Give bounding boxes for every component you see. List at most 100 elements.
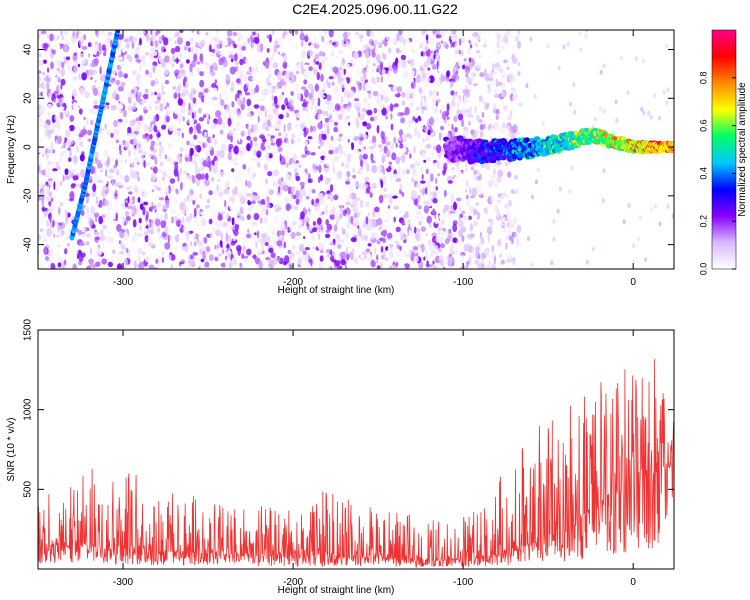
noise-blob (362, 153, 368, 160)
noise-blob (417, 228, 420, 234)
sparse-blob (601, 198, 605, 204)
noise-blob (389, 247, 395, 252)
noise-blob (455, 248, 459, 256)
noise-blob (368, 178, 374, 182)
noise-blob (104, 123, 107, 130)
noise-blob (277, 37, 283, 45)
noise-blob (418, 221, 422, 226)
noise-blob (44, 197, 48, 202)
noise-blob (136, 230, 142, 234)
noise-blob (400, 81, 403, 87)
noise-blob (86, 83, 90, 90)
noise-blob (321, 111, 327, 115)
noise-blob (289, 225, 292, 232)
noise-blob (381, 68, 386, 76)
noise-blob (242, 245, 246, 253)
noise-blob (99, 235, 106, 242)
noise-blob (367, 253, 372, 259)
noise-blob (415, 183, 422, 188)
noise-blob (460, 50, 464, 57)
noise-blob (345, 231, 349, 239)
noise-blob (145, 69, 149, 75)
noise-blob (57, 262, 62, 268)
noise-blob (161, 257, 165, 263)
noise-blob (476, 65, 482, 70)
noise-blob (254, 64, 259, 74)
noise-blob (351, 61, 356, 68)
noise-blob (174, 127, 178, 136)
noise-blob (78, 260, 83, 266)
noise-blob (517, 71, 521, 76)
noise-blob (501, 228, 508, 233)
noise-blob (224, 41, 228, 46)
noise-blob (333, 126, 339, 133)
noise-blob (166, 157, 172, 162)
noise-blob (235, 122, 241, 126)
noise-blob (412, 171, 419, 178)
noise-blob (253, 87, 256, 94)
noise-blob (303, 236, 306, 240)
noise-blob (471, 119, 477, 127)
noise-blob (354, 149, 360, 155)
noise-blob (468, 187, 472, 195)
noise-blob (145, 225, 149, 229)
sparse-blob (602, 63, 606, 69)
noise-blob (247, 207, 252, 211)
noise-blob (94, 236, 101, 240)
noise-blob (228, 200, 234, 210)
noise-blob (446, 121, 450, 125)
noise-blob (283, 241, 286, 249)
noise-blob (199, 71, 204, 77)
noise-blob (43, 85, 46, 90)
noise-blob (428, 170, 432, 180)
noise-blob (461, 210, 466, 215)
noise-blob (499, 68, 504, 74)
noise-blob (373, 39, 379, 45)
noise-blob (92, 264, 97, 269)
noise-blob (263, 62, 266, 66)
noise-blob (198, 107, 202, 114)
noise-blob (285, 132, 289, 139)
noise-blob (280, 95, 283, 99)
noise-blob (330, 65, 333, 72)
noise-blob (191, 118, 195, 125)
noise-blob (482, 116, 485, 125)
noise-blob (251, 115, 255, 122)
noise-blob (382, 52, 385, 60)
noise-blob (318, 194, 324, 201)
noise-blob (252, 31, 257, 36)
noise-blob (316, 72, 320, 81)
noise-blob (328, 145, 334, 151)
noise-blob (331, 262, 335, 267)
noise-blob (143, 151, 147, 155)
noise-blob (304, 202, 311, 210)
noise-blob (106, 228, 111, 235)
noise-blob (226, 243, 230, 249)
noise-blob (76, 31, 79, 39)
noise-blob (239, 206, 244, 215)
noise-blob (432, 30, 437, 35)
noise-blob (351, 81, 358, 88)
noise-blob (40, 225, 46, 230)
noise-blob (354, 117, 360, 125)
noise-blob (354, 218, 360, 227)
noise-blob (471, 72, 477, 78)
noise-blob (128, 56, 133, 63)
noise-blob (121, 202, 124, 208)
noise-blob (271, 94, 275, 101)
noise-blob (348, 143, 352, 152)
noise-blob (157, 231, 161, 240)
noise-blob (219, 171, 225, 178)
noise-blob (425, 187, 428, 195)
noise-blob (250, 200, 256, 205)
noise-blob (247, 255, 252, 264)
noise-blob (463, 128, 469, 137)
noise-blob (515, 161, 520, 168)
noise-blob (52, 122, 58, 130)
noise-blob (222, 112, 226, 116)
noise-blob (170, 184, 175, 192)
noise-blob (499, 123, 502, 127)
noise-blob (451, 30, 457, 35)
noise-blob (143, 123, 148, 132)
noise-blob (105, 102, 110, 106)
